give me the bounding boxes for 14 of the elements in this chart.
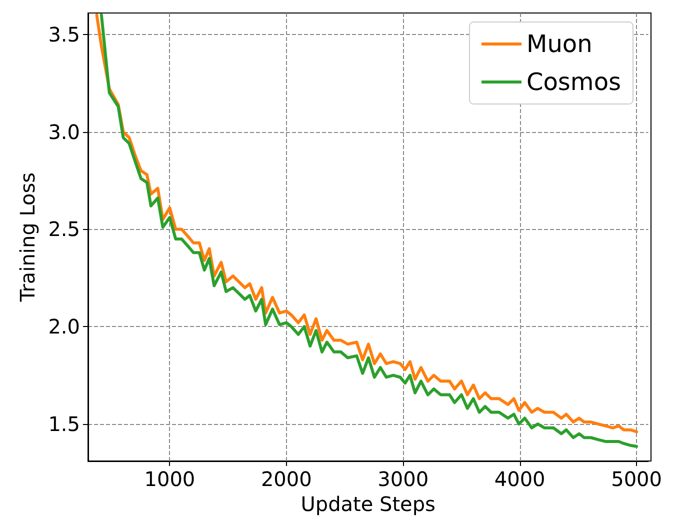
y-tick-label: 3.0 xyxy=(48,120,80,144)
x-tick-label: 1000 xyxy=(144,467,196,491)
x-tick-label: 5000 xyxy=(611,467,662,491)
x-tick-label: 2000 xyxy=(260,467,312,491)
y-tick-label: 1.5 xyxy=(48,412,80,436)
y-tick-label: 3.5 xyxy=(48,22,80,46)
legend-label: Cosmos xyxy=(526,68,622,96)
x-tick-label: 4000 xyxy=(494,467,546,491)
y-tick-label: 2.0 xyxy=(48,314,80,339)
x-tick-label: 3000 xyxy=(378,467,429,491)
x-axis-title: Update Steps xyxy=(300,492,436,516)
y-axis-title: Training Loss xyxy=(15,172,40,303)
legend-label: Muon xyxy=(526,30,592,58)
y-tick-label: 2.5 xyxy=(48,217,80,242)
